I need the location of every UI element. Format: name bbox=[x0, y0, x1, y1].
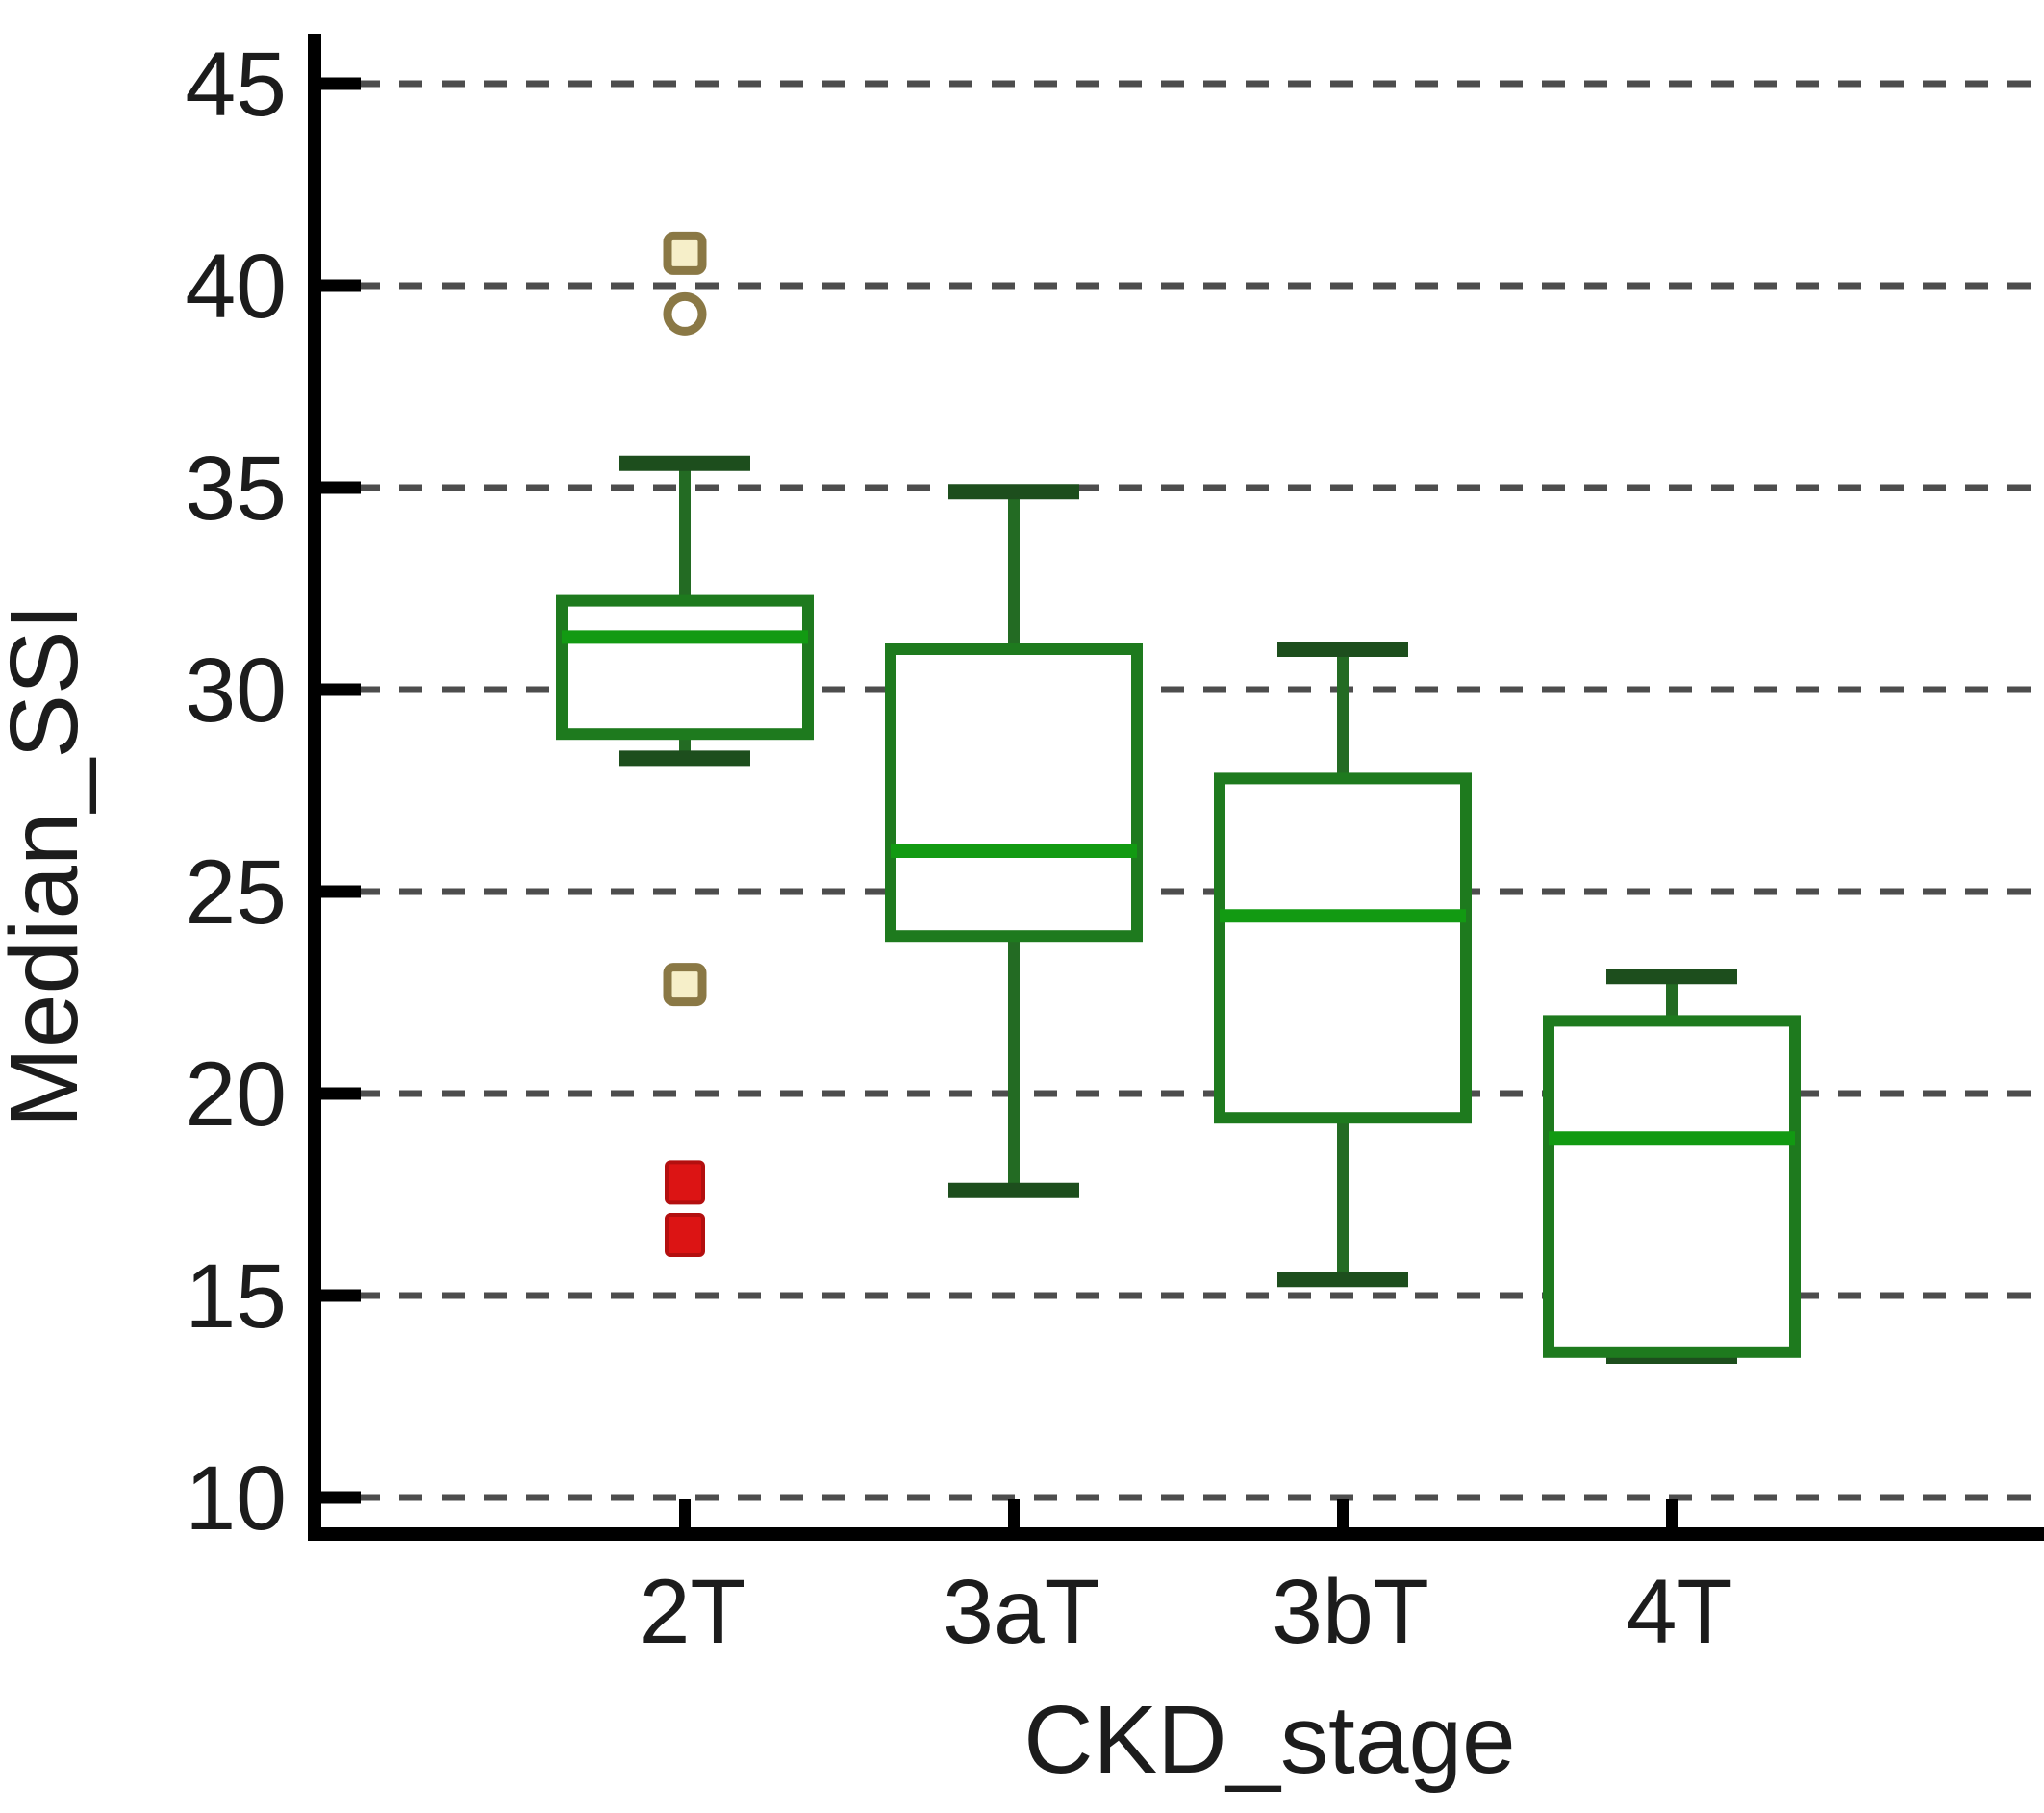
y-tick-label-20: 20 bbox=[185, 1044, 287, 1146]
axes bbox=[308, 34, 2044, 1541]
outlier-2T-1 bbox=[663, 291, 707, 336]
tick-labels: 45 40 35 30 25 20 15 10 2T 3aT 3bT 4T bbox=[185, 34, 1732, 1663]
x-tick-label-3aT: 3aT bbox=[943, 1561, 1100, 1663]
box-3bT bbox=[1214, 772, 1472, 1124]
boxes bbox=[556, 455, 1801, 1364]
y-tick-label-10: 10 bbox=[185, 1448, 287, 1549]
y-axis-title: Median_SSI bbox=[0, 604, 98, 1128]
outlier-2T-0 bbox=[663, 231, 707, 275]
box-3aT bbox=[885, 643, 1143, 943]
outlier-2T-3 bbox=[665, 1160, 705, 1205]
outlier-2T-4 bbox=[665, 1213, 705, 1257]
box-4T bbox=[1543, 1015, 1801, 1358]
y-tick-label-25: 25 bbox=[185, 842, 287, 944]
y-tick-label-30: 30 bbox=[185, 640, 287, 742]
y-tick-label-15: 15 bbox=[185, 1246, 287, 1347]
outliers bbox=[663, 231, 707, 1257]
outlier-2T-2 bbox=[663, 963, 707, 1007]
box-2T bbox=[556, 594, 814, 741]
x-tick-label-4T: 4T bbox=[1627, 1561, 1733, 1663]
y-tick-label-45: 45 bbox=[185, 34, 287, 136]
y-tick-label-40: 40 bbox=[185, 236, 287, 338]
x-axis-title: CKD_stage bbox=[1023, 1686, 1515, 1794]
x-tick-label-2T: 2T bbox=[640, 1561, 746, 1663]
y-tick-label-35: 35 bbox=[185, 438, 287, 540]
x-tick-label-3bT: 3bT bbox=[1272, 1561, 1429, 1663]
